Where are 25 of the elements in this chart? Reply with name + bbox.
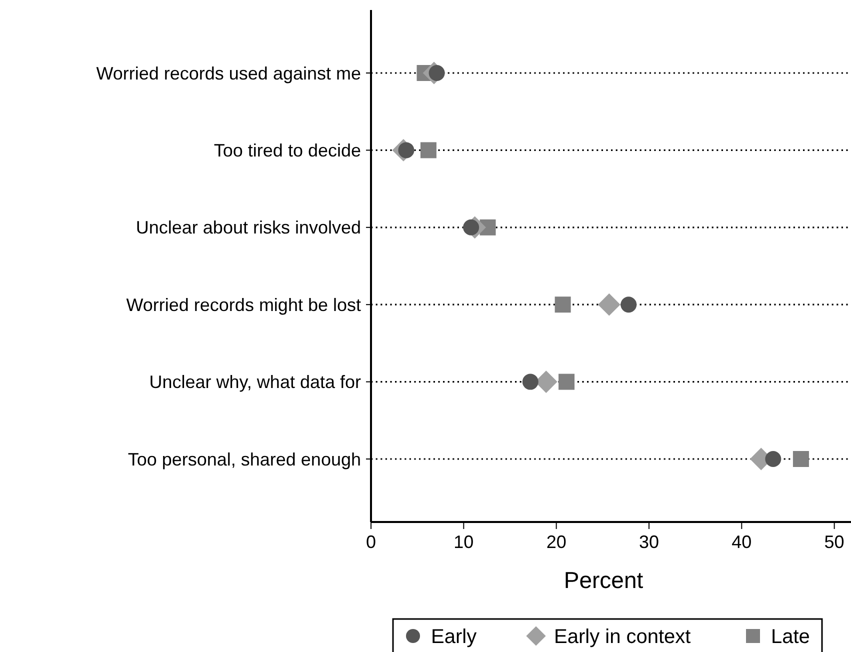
legend-label: Late <box>771 626 810 648</box>
point <box>620 296 637 313</box>
point <box>792 451 809 467</box>
point <box>598 293 620 316</box>
y-tick-label: Worried records might be lost <box>126 294 361 315</box>
x-tick-label: 10 <box>454 532 474 552</box>
point <box>765 451 782 467</box>
point <box>420 142 436 158</box>
x-tick-label: 20 <box>546 532 566 552</box>
x-tick-label: 30 <box>638 532 660 552</box>
point <box>522 374 538 390</box>
point <box>463 219 480 236</box>
y-tick-label: Worried records used against me <box>96 63 361 84</box>
x-tick-label: 50 <box>824 532 844 552</box>
legend-label: Early <box>431 626 477 648</box>
point <box>558 374 575 390</box>
x-tick-label: 40 <box>732 532 752 552</box>
y-tick-label: Too tired to decide <box>214 140 361 160</box>
x-axis-title: Percent <box>564 567 644 593</box>
y-tick-label: Unclear why, what data for <box>149 372 362 392</box>
x-tick-label: 0 <box>366 532 376 552</box>
y-tick-label: Too personal, shared enough <box>128 449 361 470</box>
point <box>554 296 571 313</box>
y-tick-label: Unclear about risks involved <box>136 218 361 238</box>
legend-label: Early in context <box>554 626 692 648</box>
